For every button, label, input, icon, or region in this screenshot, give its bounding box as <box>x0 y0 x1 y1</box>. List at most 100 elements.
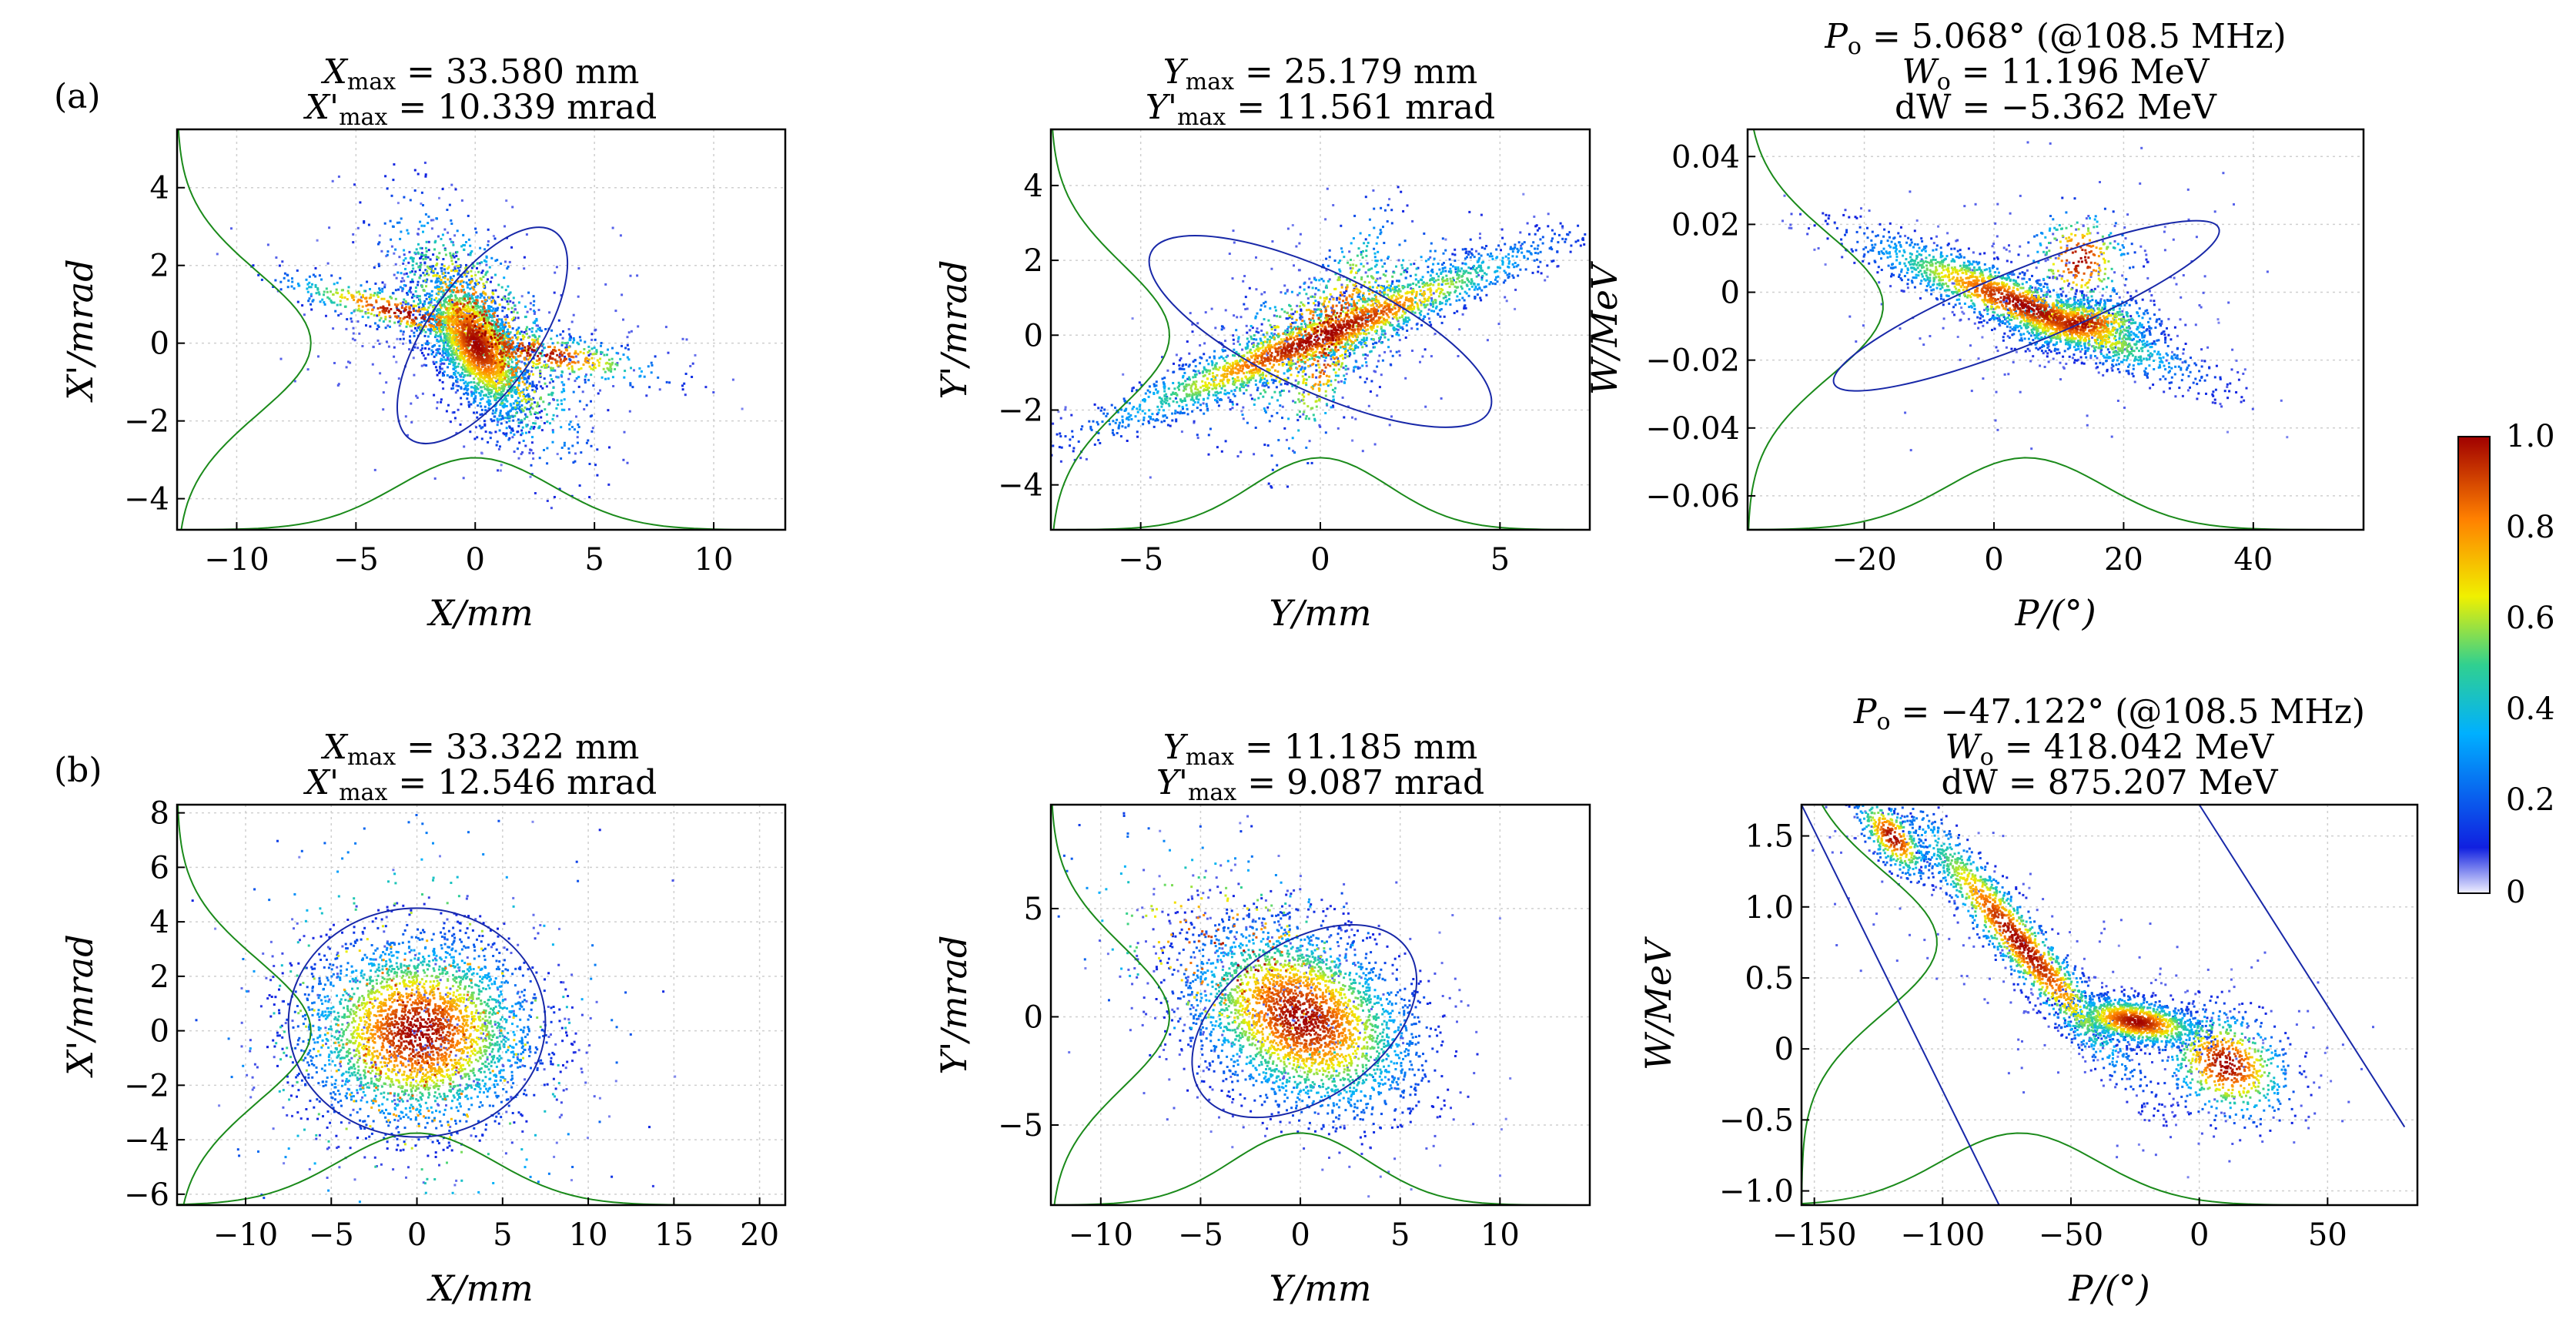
particle <box>504 394 507 397</box>
particle <box>566 364 569 367</box>
particle <box>404 301 407 304</box>
particle <box>420 284 423 287</box>
particle <box>441 358 444 361</box>
particle <box>433 393 436 397</box>
particle <box>510 389 514 392</box>
particle <box>474 386 477 388</box>
particle <box>430 349 433 352</box>
particle <box>1337 380 1340 383</box>
particle <box>569 420 572 424</box>
particle <box>437 309 440 312</box>
particle <box>406 303 410 306</box>
particle <box>1317 302 1320 305</box>
particle <box>1406 204 1409 207</box>
particle <box>464 314 467 317</box>
particle <box>550 367 552 370</box>
particle <box>485 354 488 357</box>
particle <box>1294 310 1297 313</box>
particle <box>455 339 458 342</box>
particle <box>430 227 433 230</box>
particle <box>309 303 313 306</box>
particle <box>556 414 559 417</box>
particle <box>531 334 534 337</box>
particle <box>496 259 499 262</box>
particle <box>442 340 445 343</box>
particle <box>381 287 384 290</box>
particle <box>1318 424 1321 427</box>
particle <box>438 323 441 326</box>
particle <box>527 345 530 348</box>
particle <box>534 411 537 414</box>
particle <box>533 310 536 313</box>
y-tick-label: 0 <box>150 326 169 362</box>
particle <box>447 327 450 330</box>
particle <box>1621 213 1624 216</box>
particle <box>490 276 493 279</box>
particle <box>582 352 585 355</box>
particle <box>532 373 534 376</box>
particle <box>506 343 509 347</box>
particle <box>470 309 473 312</box>
particle <box>473 300 477 303</box>
particle <box>1308 277 1311 280</box>
particle <box>544 353 546 357</box>
particle <box>493 311 497 314</box>
particle <box>1369 390 1372 393</box>
particle <box>491 370 494 373</box>
particle <box>363 290 366 293</box>
particle <box>1253 453 1256 456</box>
particle <box>524 400 527 403</box>
particle <box>1429 256 1432 259</box>
particle <box>1048 452 1050 454</box>
particle <box>443 333 447 337</box>
particle <box>544 382 547 385</box>
particle <box>464 351 467 354</box>
particle <box>467 370 469 373</box>
particle <box>508 260 511 263</box>
particle <box>500 352 503 355</box>
particle <box>475 329 478 332</box>
particle <box>681 337 684 340</box>
particle <box>531 338 534 341</box>
particle <box>375 299 378 302</box>
particle <box>537 337 540 340</box>
particle <box>514 400 517 403</box>
particle <box>399 237 402 240</box>
particle <box>472 293 474 296</box>
particle <box>435 293 438 295</box>
particle <box>420 224 423 227</box>
particle <box>507 339 510 342</box>
particle <box>513 450 516 454</box>
particle <box>459 283 462 286</box>
particle <box>540 351 544 354</box>
particle <box>631 386 634 389</box>
particle <box>412 260 415 263</box>
particle <box>447 358 450 361</box>
particle <box>376 314 379 317</box>
particle <box>1178 364 1181 367</box>
particle <box>480 325 483 328</box>
particle <box>494 385 497 388</box>
particle <box>523 256 526 259</box>
particle <box>633 369 635 372</box>
particle <box>490 391 493 394</box>
particle <box>606 367 609 370</box>
particle <box>712 391 715 393</box>
particle <box>455 366 457 368</box>
particle <box>1345 373 1348 376</box>
particle <box>449 252 452 255</box>
particle <box>395 305 398 308</box>
particle <box>534 343 537 346</box>
particle <box>489 310 492 313</box>
particle <box>510 351 514 354</box>
particle <box>492 359 495 361</box>
particle <box>1231 277 1234 280</box>
particle <box>681 388 684 391</box>
particle <box>484 409 487 412</box>
particle <box>380 249 383 253</box>
particle <box>413 334 416 337</box>
particle <box>488 385 491 387</box>
particle <box>504 353 507 357</box>
particle <box>1313 276 1316 280</box>
particle <box>460 397 463 400</box>
